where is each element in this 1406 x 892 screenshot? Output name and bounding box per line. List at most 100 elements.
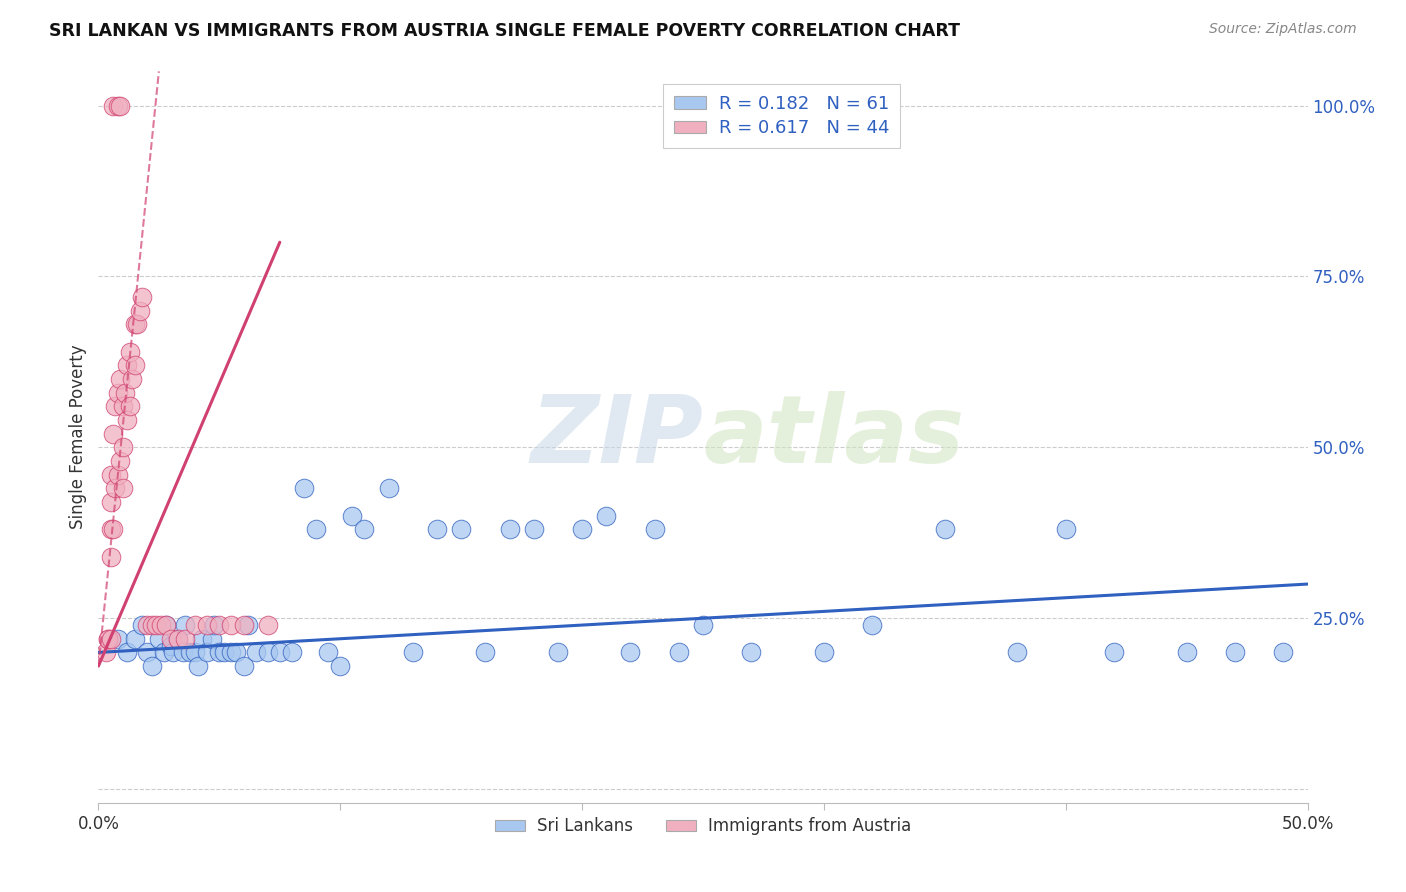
Point (1054, 522, 1077, 536)
Point (644, 522, 666, 536)
Point (127, 318, 149, 332)
Point (100, 632, 122, 646)
Point (100, 522, 122, 536)
Point (232, 659, 254, 673)
Point (100, 495, 122, 509)
Point (101, 522, 124, 536)
Point (668, 645, 690, 659)
Point (305, 522, 328, 536)
Point (155, 618, 177, 632)
Point (329, 659, 352, 673)
Point (135, 618, 157, 632)
Point (101, 98, 124, 112)
Point (167, 632, 190, 646)
Point (111, 400, 134, 414)
Point (377, 481, 399, 495)
Point (450, 522, 472, 536)
Point (595, 508, 617, 523)
Point (256, 618, 278, 632)
Point (195, 645, 218, 659)
Point (221, 645, 243, 659)
Point (174, 618, 197, 632)
Point (740, 645, 762, 659)
Point (184, 618, 207, 632)
Text: atlas: atlas (703, 391, 965, 483)
Point (208, 645, 231, 659)
Point (117, 645, 139, 659)
Point (117, 359, 139, 373)
Point (238, 618, 260, 632)
Point (155, 618, 177, 632)
Point (934, 522, 956, 536)
Point (100, 467, 122, 482)
Point (148, 632, 170, 646)
Point (124, 632, 146, 646)
Point (118, 400, 141, 414)
Point (150, 618, 173, 632)
Point (474, 645, 496, 659)
Point (121, 372, 143, 386)
Point (108, 454, 131, 468)
Point (402, 645, 425, 659)
Point (131, 290, 153, 304)
Point (107, 385, 129, 400)
Point (426, 522, 449, 536)
Point (523, 522, 546, 536)
Point (1223, 645, 1246, 659)
Point (221, 618, 243, 632)
Point (245, 645, 267, 659)
Point (187, 659, 209, 673)
Point (111, 440, 134, 454)
Point (184, 645, 207, 659)
Point (114, 385, 136, 400)
Y-axis label: Single Female Poverty: Single Female Poverty (69, 345, 87, 529)
Point (353, 522, 375, 536)
Point (692, 618, 714, 632)
Point (212, 645, 235, 659)
Point (1102, 645, 1125, 659)
Point (107, 467, 129, 482)
Point (108, 372, 131, 386)
Point (145, 618, 167, 632)
Point (118, 344, 141, 359)
Point (131, 618, 153, 632)
Point (225, 645, 247, 659)
Point (124, 359, 146, 373)
Point (100, 549, 122, 564)
Point (195, 618, 218, 632)
Point (342, 508, 364, 523)
Point (160, 639, 183, 653)
Point (94, 645, 117, 659)
Text: Source: ZipAtlas.com: Source: ZipAtlas.com (1209, 22, 1357, 37)
Point (101, 426, 124, 441)
Point (547, 645, 569, 659)
Point (152, 645, 174, 659)
Point (107, 632, 129, 646)
Point (141, 659, 163, 673)
Point (167, 632, 190, 646)
Point (204, 618, 226, 632)
Point (191, 632, 214, 646)
Point (117, 413, 139, 427)
Point (1175, 645, 1198, 659)
Point (108, 98, 131, 112)
Point (107, 98, 129, 112)
Point (135, 645, 157, 659)
Point (269, 645, 291, 659)
Point (104, 400, 127, 414)
Legend: Sri Lankans, Immigrants from Austria: Sri Lankans, Immigrants from Austria (488, 811, 918, 842)
Point (281, 645, 304, 659)
Point (174, 632, 197, 646)
Point (571, 522, 593, 536)
Point (124, 318, 146, 332)
Point (201, 632, 224, 646)
Point (97, 632, 120, 646)
Point (256, 645, 278, 659)
Point (232, 618, 254, 632)
Point (128, 303, 150, 318)
Point (111, 481, 134, 495)
Point (860, 618, 883, 632)
Point (160, 632, 183, 646)
Point (104, 481, 127, 495)
Point (619, 645, 641, 659)
